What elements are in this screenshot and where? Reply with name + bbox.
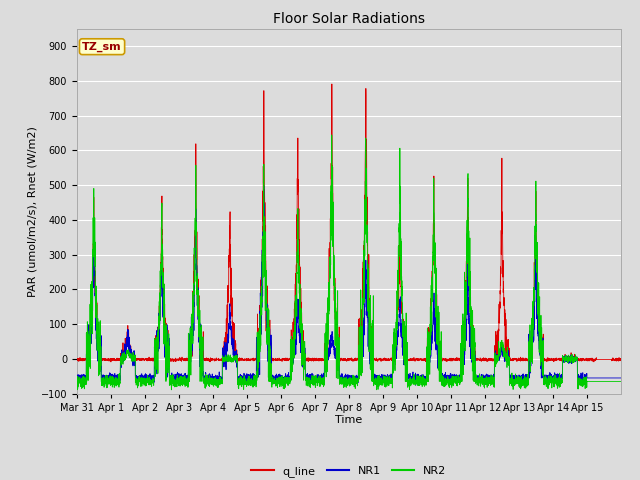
Text: TZ_sm: TZ_sm [82, 42, 122, 52]
X-axis label: Time: Time [335, 415, 362, 425]
Legend: q_line, NR1, NR2: q_line, NR1, NR2 [247, 461, 451, 480]
Title: Floor Solar Radiations: Floor Solar Radiations [273, 12, 425, 26]
Y-axis label: PAR (umol/m2/s), Rnet (W/m2): PAR (umol/m2/s), Rnet (W/m2) [28, 126, 38, 297]
